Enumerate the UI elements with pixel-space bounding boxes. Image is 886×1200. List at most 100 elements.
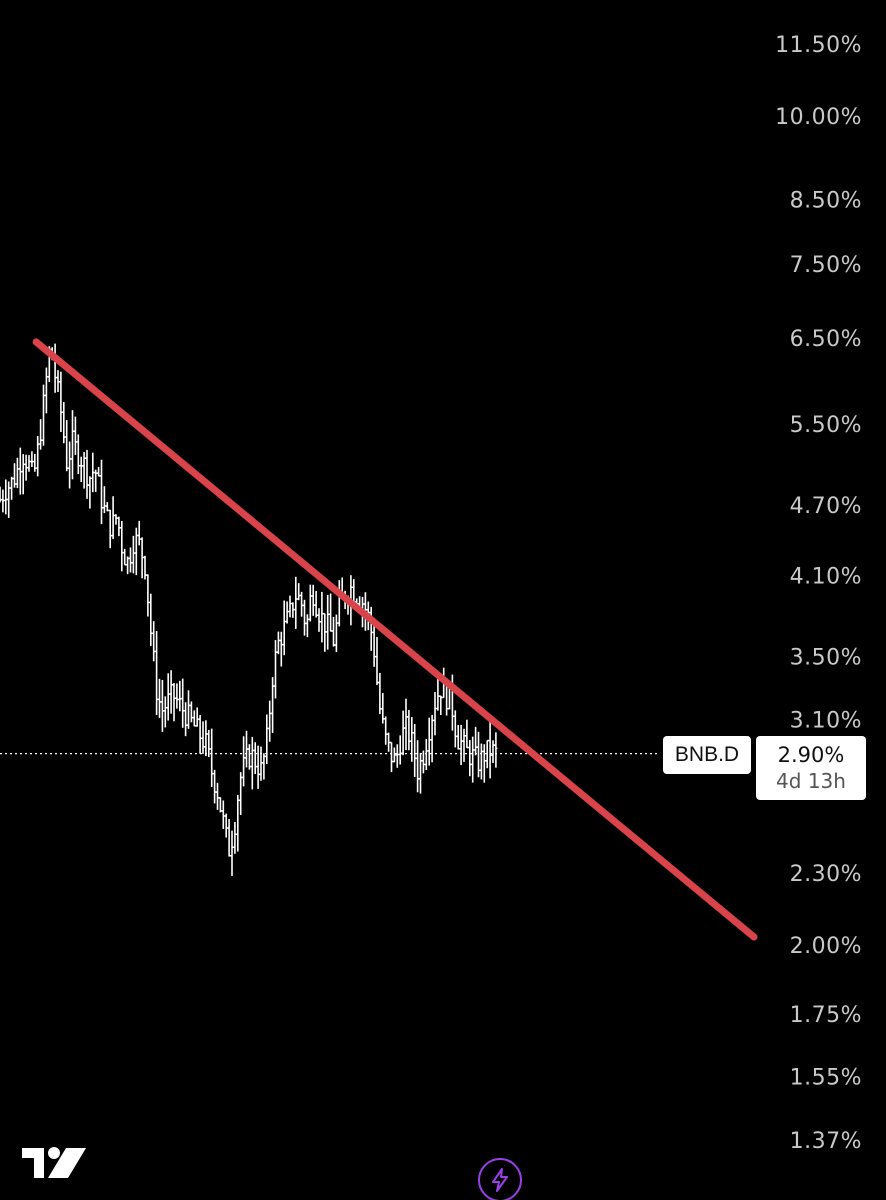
ohlc-bar <box>421 750 425 774</box>
ohlc-bar <box>300 591 304 617</box>
ohlc-bar <box>407 709 411 751</box>
ohlc-bar <box>126 556 130 575</box>
ohlc-bar <box>332 616 335 647</box>
ohlc-bar <box>134 527 138 576</box>
ohlc-bar <box>326 594 330 650</box>
y-tick-label: 10.00% <box>775 105 862 130</box>
ohlc-bar <box>419 752 422 794</box>
ohlc-bar <box>274 640 277 699</box>
ohlc-bar <box>285 601 289 624</box>
y-tick-label: 8.50% <box>790 189 862 214</box>
ohlc-bar <box>18 447 22 495</box>
ohlc-bar <box>131 535 135 574</box>
ohlc-bar <box>323 612 327 652</box>
ohlc-bar <box>33 453 37 472</box>
ohlc-bar <box>242 736 246 787</box>
lightning-button[interactable] <box>478 1158 522 1200</box>
ohlc-bar <box>27 455 31 472</box>
ohlc-bar <box>471 736 475 783</box>
tradingview-logo-icon[interactable] <box>22 1146 86 1180</box>
ohlc-bar <box>227 819 231 857</box>
ohlc-bar <box>189 701 193 723</box>
ohlc-bar <box>427 717 431 766</box>
trendline[interactable] <box>32 338 758 941</box>
ohlc-bar <box>239 772 243 816</box>
ohlc-bar <box>221 800 225 829</box>
ohlc-bar <box>276 631 280 655</box>
ohlc-bar <box>410 717 414 762</box>
ohlc-bar <box>329 593 333 632</box>
ohlc-bar <box>268 700 272 742</box>
ohlc-bar <box>42 384 45 446</box>
ohlc-bar <box>262 753 266 780</box>
ohlc-bar <box>271 677 275 733</box>
ohlc-bar <box>236 794 240 852</box>
ohlc-bar <box>387 732 391 752</box>
ohlc-bar <box>71 410 74 480</box>
ohlc-bar <box>149 593 153 646</box>
ohlc-bar <box>250 736 254 790</box>
ohlc-bar <box>62 402 66 444</box>
ohlc-bar <box>459 724 463 766</box>
ohlc-bar <box>482 744 486 783</box>
ohlc-bar <box>213 769 217 804</box>
y-tick-label: 2.30% <box>790 862 862 887</box>
last-price-value: 2.90% <box>777 743 845 767</box>
ohlc-bar <box>201 721 205 754</box>
y-tick-label: 5.50% <box>790 413 862 438</box>
ohlc-bar <box>129 547 132 573</box>
ohlc-bar <box>178 680 182 712</box>
ohlc-bar <box>10 476 14 500</box>
ohlc-bar <box>175 683 179 709</box>
ohlc-bar <box>24 454 28 481</box>
ohlc-bar <box>395 744 399 768</box>
y-axis: 11.50% 10.00% 8.50% 7.50% 6.50% 5.50% 4.70% 4.1… <box>775 33 862 1154</box>
ohlc-bar <box>375 636 379 686</box>
ohlc-bar <box>494 732 498 768</box>
ohlc-bar <box>192 710 196 727</box>
ohlc-bar <box>140 537 144 579</box>
y-tick-label: 3.50% <box>790 646 862 671</box>
ohlc-bar <box>305 614 309 638</box>
ohlc-bar <box>424 738 428 771</box>
ohlc-bar <box>68 441 72 489</box>
ohlc-bar <box>195 707 199 727</box>
ohlc-bar <box>416 740 420 793</box>
ohlc-bar <box>152 621 156 662</box>
ohlc-bar <box>56 370 60 393</box>
ohlc-bar <box>265 714 269 765</box>
ohlc-bar <box>146 574 150 617</box>
ohlc-bar <box>378 672 382 715</box>
symbol-label: BNB.D <box>663 736 751 774</box>
ohlc-bar <box>36 435 40 477</box>
ohlc-bar <box>381 693 385 724</box>
ohlc-bar <box>279 631 283 667</box>
y-tick-label: 4.10% <box>790 564 862 589</box>
ohlc-bar <box>491 740 495 764</box>
ohlc-bar <box>0 486 2 503</box>
ohlc-bar <box>163 696 167 728</box>
ohlc-bar <box>230 830 234 876</box>
ohlc-bar <box>224 813 228 838</box>
ohlc-bar <box>485 739 489 769</box>
y-tick-label: 6.50% <box>790 327 862 352</box>
y-tick-label: 1.37% <box>790 1129 862 1154</box>
ohlc-bar <box>114 514 118 525</box>
ohlc-bar <box>218 797 222 813</box>
ohlc-bar <box>259 746 263 781</box>
ohlc-bar <box>97 467 101 477</box>
ohlc-bar <box>39 419 43 450</box>
ohlc-bar <box>108 509 112 549</box>
ohlc-bar <box>433 692 437 736</box>
ohlc-bar <box>314 590 318 618</box>
ohlc-bar <box>44 367 48 414</box>
y-tick-label: 3.10% <box>790 708 862 733</box>
ohlc-bar <box>88 476 92 509</box>
ohlc-bar <box>30 451 34 467</box>
ohlc-bar <box>245 730 248 768</box>
ohlc-bar <box>337 580 341 627</box>
ohlc-bar <box>210 728 214 788</box>
ohlc-bar <box>430 714 434 763</box>
y-tick-label: 11.50% <box>775 33 862 58</box>
